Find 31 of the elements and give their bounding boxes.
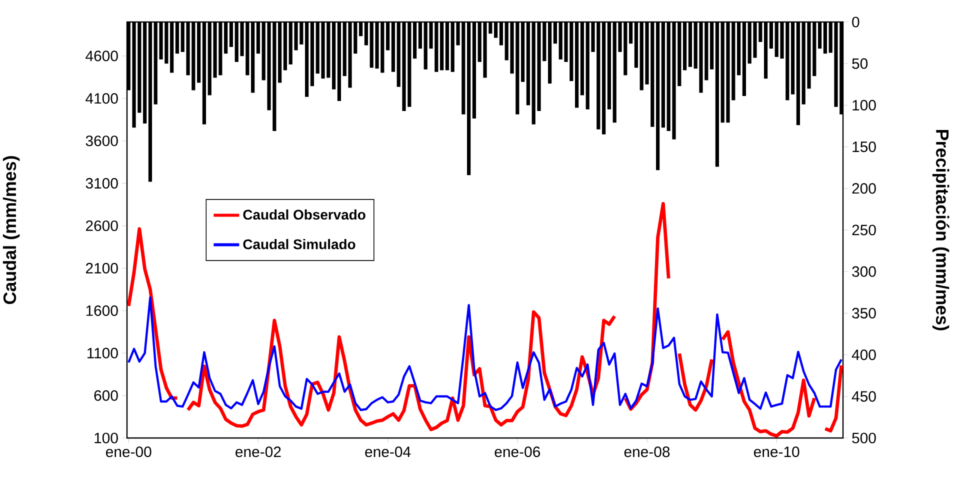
y-tick-label: 2600 xyxy=(86,220,118,232)
x-tick-label: ene-02 xyxy=(236,446,281,458)
y2-axis-title: Precipitación (mm/mes) xyxy=(932,130,950,330)
y-tick-label: 4100 xyxy=(86,93,118,104)
y-tick-label: 100 xyxy=(94,432,118,444)
y-tick-label: 600 xyxy=(94,390,118,401)
y2-tick-label: 200 xyxy=(852,183,876,194)
y-axis-title: Caudal (mm/mes) xyxy=(2,156,20,304)
y2-tick-label: 400 xyxy=(852,350,876,360)
y-tick-label: 1600 xyxy=(86,305,118,316)
y2-tick-label: 500 xyxy=(852,432,876,444)
y-tick-label: 4600 xyxy=(86,50,118,62)
y2-tick-label: 100 xyxy=(852,100,876,110)
y2-tick-label: 450 xyxy=(852,391,876,402)
x-tick-label: ene-10 xyxy=(754,446,800,458)
y-tick-label: 3600 xyxy=(86,136,118,146)
legend-label: Caudal Simulado xyxy=(243,238,356,250)
y2-tick-label: 250 xyxy=(852,224,876,236)
legend-label: Caudal Observado xyxy=(243,209,366,220)
x-tick-label: ene-08 xyxy=(624,446,670,458)
y-tick-label: 1100 xyxy=(87,348,118,358)
y2-tick-label: 50 xyxy=(852,58,868,69)
y-tick-label: 3100 xyxy=(86,178,118,189)
y2-tick-label: 0 xyxy=(852,16,860,28)
x-tick-label: ene-06 xyxy=(494,446,540,458)
y2-tick-label: 150 xyxy=(852,142,876,152)
y-tick-label: 2100 xyxy=(86,262,118,274)
y2-tick-label: 350 xyxy=(852,308,876,318)
x-tick-label: ene-04 xyxy=(365,446,411,458)
x-tick-label: ene-00 xyxy=(106,446,152,458)
y2-tick-label: 300 xyxy=(852,266,876,277)
